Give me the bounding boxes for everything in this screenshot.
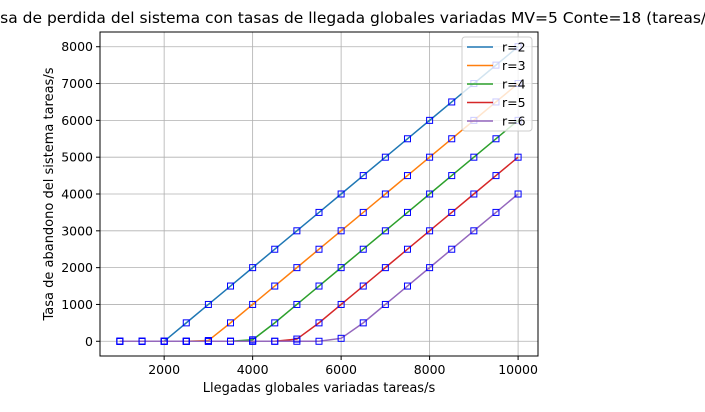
data-point-r=2	[403, 135, 411, 143]
x-axis-label: Llegadas globales variadas tareas/s	[203, 381, 436, 396]
data-point-r=2	[359, 172, 367, 180]
data-point-r=6	[470, 227, 478, 235]
data-point-r=4	[293, 300, 301, 308]
data-point-r=2	[249, 264, 257, 272]
data-point-r=2	[182, 319, 190, 327]
data-point-r=6	[337, 334, 345, 342]
markers	[116, 43, 522, 345]
data-point-r=4	[492, 135, 500, 143]
data-point-r=5	[426, 227, 434, 235]
y-tick-label: 5000	[61, 150, 93, 165]
data-point-r=4	[448, 172, 456, 180]
legend-label: r=6	[502, 114, 526, 129]
data-point-r=6	[381, 300, 389, 308]
data-point-r=6	[448, 245, 456, 253]
legend-label: r=5	[502, 95, 526, 110]
y-tick-label: 6000	[61, 113, 93, 128]
y-tick-label: 3000	[61, 223, 93, 238]
data-point-r=3	[227, 319, 235, 327]
x-tick-label: 10000	[498, 362, 538, 377]
data-point-r=4	[359, 245, 367, 253]
data-point-r=2	[426, 116, 434, 124]
legend-label: r=2	[502, 40, 526, 55]
data-point-r=6	[227, 337, 235, 345]
data-point-r=4	[470, 153, 478, 161]
data-point-r=3	[426, 153, 434, 161]
data-point-r=2	[293, 227, 301, 235]
data-point-r=4	[381, 227, 389, 235]
data-point-r=6	[492, 208, 500, 216]
y-axis: 0 1000 2000 3000 4000 5000 6000 7000 8000	[61, 39, 100, 349]
data-point-r=2	[337, 190, 345, 198]
data-point-r=6	[315, 337, 323, 345]
legend-label: r=4	[502, 77, 526, 92]
y-axis-label: Tasa de abandono del sistema tareas/s	[42, 67, 57, 321]
data-point-r=6	[293, 337, 301, 345]
data-point-r=4	[426, 190, 434, 198]
data-point-r=3	[359, 208, 367, 216]
y-tick-label: 4000	[61, 187, 93, 202]
data-point-r=3	[293, 264, 301, 272]
x-tick-label: 2000	[148, 362, 180, 377]
data-point-r=5	[470, 190, 478, 198]
x-tick-label: 8000	[414, 362, 446, 377]
data-point-r=5	[381, 264, 389, 272]
data-point-r=6	[403, 282, 411, 290]
series-lines	[119, 46, 519, 343]
data-point-r=6	[138, 337, 146, 345]
data-point-r=5	[359, 282, 367, 290]
data-point-r=6	[271, 337, 279, 345]
data-point-r=6	[160, 337, 168, 345]
data-point-r=3	[315, 245, 323, 253]
data-point-r=5	[337, 300, 345, 308]
legend: r=2 r=3 r=4 r=5 r=6	[461, 36, 533, 132]
data-point-r=4	[271, 319, 279, 327]
data-point-r=4	[315, 282, 323, 290]
y-tick-label: 2000	[61, 260, 93, 275]
data-point-r=5	[448, 208, 456, 216]
x-tick-label: 6000	[325, 362, 357, 377]
series-line-r=2	[119, 46, 519, 343]
data-point-r=2	[448, 98, 456, 106]
x-axis: 2000 4000 6000 8000 10000	[148, 356, 538, 377]
chart-title: Tasa de perdida del sistema con tasas de…	[0, 9, 705, 27]
data-point-r=5	[492, 172, 500, 180]
data-point-r=4	[337, 264, 345, 272]
data-point-r=6	[204, 337, 212, 345]
data-point-r=5	[514, 153, 522, 161]
data-point-r=6	[514, 190, 522, 198]
data-point-r=2	[271, 245, 279, 253]
legend-box	[461, 36, 533, 132]
data-point-r=2	[227, 282, 235, 290]
data-point-r=5	[315, 319, 323, 327]
x-tick-label: 4000	[237, 362, 269, 377]
series-line-r=6	[119, 193, 519, 343]
data-point-r=3	[271, 282, 279, 290]
data-point-r=3	[337, 227, 345, 235]
data-point-r=5	[403, 245, 411, 253]
data-point-r=6	[249, 337, 257, 345]
data-point-r=2	[315, 208, 323, 216]
y-tick-label: 8000	[61, 39, 93, 54]
y-tick-label: 1000	[61, 297, 93, 312]
data-point-r=6	[359, 319, 367, 327]
data-point-r=3	[249, 300, 257, 308]
data-point-r=6	[426, 264, 434, 272]
data-point-r=4	[403, 208, 411, 216]
data-point-r=6	[182, 337, 190, 345]
data-point-r=2	[381, 153, 389, 161]
y-tick-label: 0	[85, 334, 93, 349]
legend-label: r=3	[502, 58, 526, 73]
data-point-r=3	[448, 135, 456, 143]
y-tick-label: 7000	[61, 76, 93, 91]
data-point-r=6	[116, 337, 124, 345]
data-point-r=3	[403, 172, 411, 180]
data-point-r=2	[204, 300, 212, 308]
data-point-r=3	[381, 190, 389, 198]
